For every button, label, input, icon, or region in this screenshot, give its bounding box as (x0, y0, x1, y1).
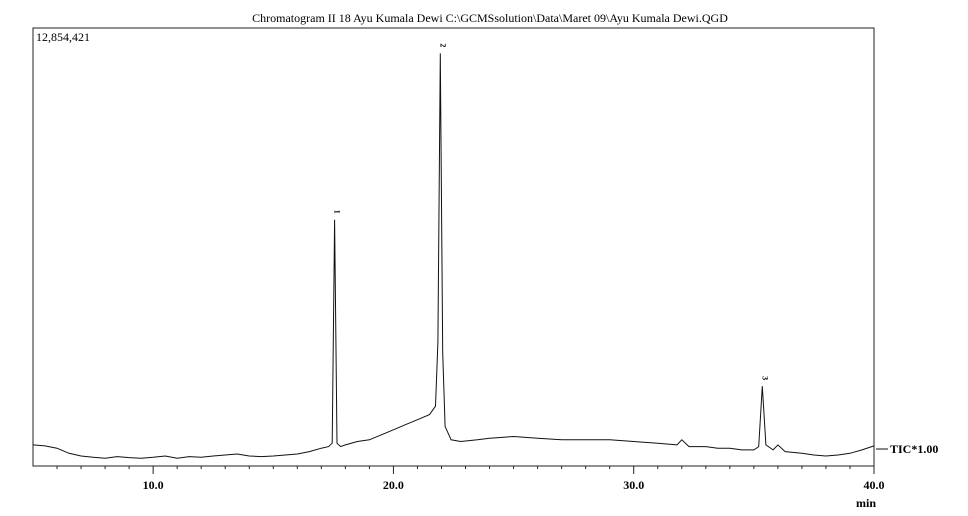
x-tick-label: 10.0 (143, 478, 164, 492)
x-tick-label: 20.0 (383, 478, 404, 492)
peak-label-2: 2 (438, 43, 447, 47)
x-axis-unit-label: min (856, 496, 876, 510)
x-tick-label: 40.0 (864, 478, 885, 492)
x-tick-label: 30.0 (623, 478, 644, 492)
x-axis: 10.0 20.0 30.0 40.0 (56, 466, 885, 492)
peak-label-3: 3 (760, 376, 769, 380)
peak-label-1: 1 (333, 210, 342, 214)
y-max-label: 12,854,421 (36, 30, 90, 44)
series-label: TIC*1.00 (890, 442, 938, 456)
peak-labels: 1 2 3 (333, 43, 770, 380)
plot-frame (32, 27, 875, 467)
tic-trace-line (32, 53, 875, 459)
chart-title: Chromatogram II 18 Ayu Kumala Dewi C:\GC… (252, 11, 728, 25)
